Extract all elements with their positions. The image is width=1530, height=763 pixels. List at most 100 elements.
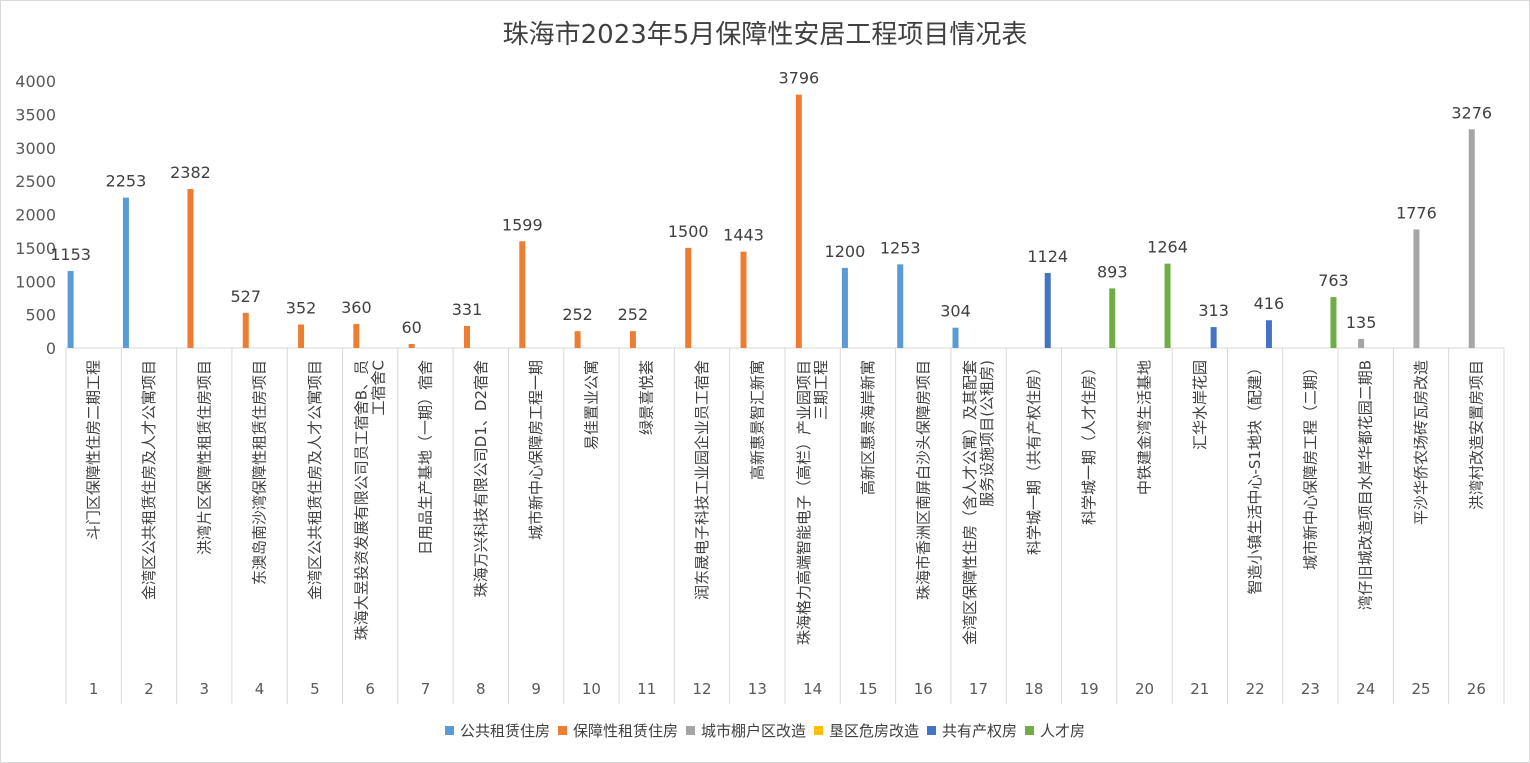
- category-name-line: 洪湾片区保障性租赁住房项目: [195, 360, 213, 555]
- category-number: 4: [255, 680, 265, 698]
- category-number: 8: [476, 680, 486, 698]
- category-name-group: 科学城一期（人才住房）: [1080, 360, 1098, 525]
- bar: [122, 197, 129, 348]
- category-name-group: 易佳置业公寓: [582, 360, 600, 450]
- category-number: 21: [1190, 680, 1209, 698]
- legend-label: 垦区危房改造: [829, 722, 920, 740]
- category-name-line: 金湾区公共租赁住房及人才公寓项目: [140, 360, 158, 600]
- data-label: 304: [940, 302, 971, 321]
- category-name: 平沙华侨农场砖瓦房改造: [1412, 360, 1430, 525]
- category-name: 高新惠景智汇新寓: [748, 360, 766, 480]
- category-name-group: 洪湾片区保障性租赁住房项目: [195, 360, 213, 555]
- category-name-group: 日用品生产基地（一期）宿舍: [417, 360, 435, 555]
- data-label: 763: [1318, 271, 1349, 290]
- category-name-line: 绿景喜悦荟: [638, 360, 656, 435]
- category-name-line: 工宿舍C: [370, 360, 388, 415]
- data-label: 893: [1097, 262, 1128, 281]
- data-label: 2382: [170, 163, 211, 182]
- legend-item: 人才房: [1025, 720, 1085, 741]
- category-name-line: 城市新中心保障房工程一期: [527, 360, 545, 540]
- category-number: 15: [858, 680, 877, 698]
- legend-item: 保障性租赁住房: [557, 720, 678, 741]
- data-label: 1599: [502, 215, 543, 234]
- data-label: 1253: [880, 238, 921, 257]
- category-name-group: 珠海万兴科技有限公司D1、D2宿舍: [472, 360, 490, 597]
- legend-swatch: [557, 726, 567, 735]
- category-name: 润东晟电子科技工业园企业员工宿舍: [693, 360, 711, 600]
- bar: [1358, 338, 1365, 348]
- data-label: 1443: [723, 226, 764, 245]
- y-tick-label: 0: [46, 339, 56, 358]
- category-name-group: 珠海大昱投资发展有限公司员工宿舍B、员工宿舍C: [353, 360, 388, 640]
- legend-item: 垦区危房改造: [814, 720, 919, 741]
- y-tick-label: 3000: [15, 139, 56, 158]
- category-name-group: 斗门区保障性住房二期工程: [85, 360, 103, 540]
- category-name-line: 高新惠景智汇新寓: [748, 360, 766, 480]
- bar: [1413, 229, 1420, 348]
- bar: [187, 189, 194, 348]
- category-name-line: 高新区惠景海岸新寓: [859, 360, 877, 495]
- category-name-line: 湾仔旧城改造项目水岸华都花园二期B: [1357, 360, 1375, 610]
- category-name-line: 三期工程: [812, 360, 830, 420]
- data-label: 1124: [1027, 247, 1068, 266]
- y-tick-label: 2500: [15, 172, 56, 191]
- category-name-group: 珠海格力高端智能电子（高栏）产业园项目三期工程: [795, 360, 830, 645]
- category-name-line: 珠海万兴科技有限公司D1、D2宿舍: [472, 360, 490, 597]
- category-number: 14: [803, 680, 822, 698]
- category-name: 斗门区保障性住房二期工程: [85, 360, 103, 540]
- data-label: 252: [618, 305, 649, 324]
- category-name-line: 汇华水岸花园: [1191, 360, 1209, 450]
- bar: [740, 251, 747, 348]
- category-number: 7: [421, 680, 431, 698]
- category-name-line: 珠海市香洲区南屏白沙头保障房项目: [914, 360, 932, 600]
- category-number: 13: [748, 680, 767, 698]
- category-number: 22: [1246, 680, 1265, 698]
- y-tick-label: 3500: [15, 105, 56, 124]
- category-name-line: 润东晟电子科技工业园企业员工宿舍: [693, 360, 711, 600]
- category-name-group: 金湾区公共租赁住房及人才公寓项目: [140, 360, 158, 600]
- bar: [574, 331, 581, 348]
- category-number: 5: [310, 680, 320, 698]
- category-number: 11: [637, 680, 656, 698]
- bar: [795, 94, 802, 348]
- category-name-group: 中铁建金湾生活基地: [1136, 360, 1154, 495]
- category-name-line: 中铁建金湾生活基地: [1136, 360, 1154, 495]
- category-name-group: 城市新中心保障房工程（二期）: [1301, 360, 1319, 570]
- data-label: 1776: [1396, 203, 1437, 222]
- category-name: 科学城一期（共有产权住房）: [1025, 360, 1043, 555]
- category-name: 金湾区公共租赁住房及人才公寓项目: [140, 360, 158, 600]
- data-label: 313: [1198, 301, 1229, 320]
- category-name-group: 东澳岛南沙湾保障性租赁住房项目: [251, 360, 269, 585]
- data-label: 3276: [1451, 103, 1492, 122]
- category-name: 东澳岛南沙湾保障性租赁住房项目: [251, 360, 269, 585]
- bar: [1109, 288, 1116, 348]
- category-name-group: 平沙华侨农场砖瓦房改造: [1412, 360, 1430, 525]
- category-name: 科学城一期（人才住房）: [1080, 360, 1098, 525]
- category-name: 珠海大昱投资发展有限公司员工宿舍B、员工宿舍C: [353, 360, 388, 640]
- category-name: 珠海市香洲区南屏白沙头保障房项目: [914, 360, 932, 600]
- category-name: 绿景喜悦荟: [638, 360, 656, 435]
- category-name: 金湾区公共租赁住房及人才公寓项目: [306, 360, 324, 600]
- category-name-line: 日用品生产基地（一期）宿舍: [417, 360, 435, 555]
- y-tick-label: 500: [25, 306, 56, 325]
- data-label: 2253: [106, 172, 147, 191]
- category-name: 珠海格力高端智能电子（高栏）产业园项目三期工程: [795, 360, 830, 645]
- category-name-group: 城市新中心保障房工程一期: [527, 360, 545, 540]
- category-number: 23: [1301, 680, 1320, 698]
- bar: [408, 343, 415, 348]
- bar: [1164, 263, 1171, 348]
- category-name-group: 润东晟电子科技工业园企业员工宿舍: [693, 360, 711, 600]
- category-name-line: 洪湾村改造安置房项目: [1467, 360, 1485, 510]
- category-name: 高新区惠景海岸新寓: [859, 360, 877, 495]
- data-label: 135: [1346, 313, 1377, 332]
- category-name-group: 绿景喜悦荟: [638, 360, 656, 435]
- category-name-line: 智造小镇生活中心-S1地块（配建）: [1246, 360, 1264, 594]
- category-name: 易佳置业公寓: [582, 360, 600, 450]
- bar: [952, 327, 959, 348]
- data-label: 252: [562, 305, 593, 324]
- category-name-line: 金湾区保障性住房（含人才公寓）及其配套: [961, 360, 979, 645]
- category-name-line: 服务设施项目(公租房): [978, 360, 996, 507]
- category-name-line: 城市新中心保障房工程（二期）: [1301, 360, 1319, 570]
- category-number: 25: [1411, 680, 1430, 698]
